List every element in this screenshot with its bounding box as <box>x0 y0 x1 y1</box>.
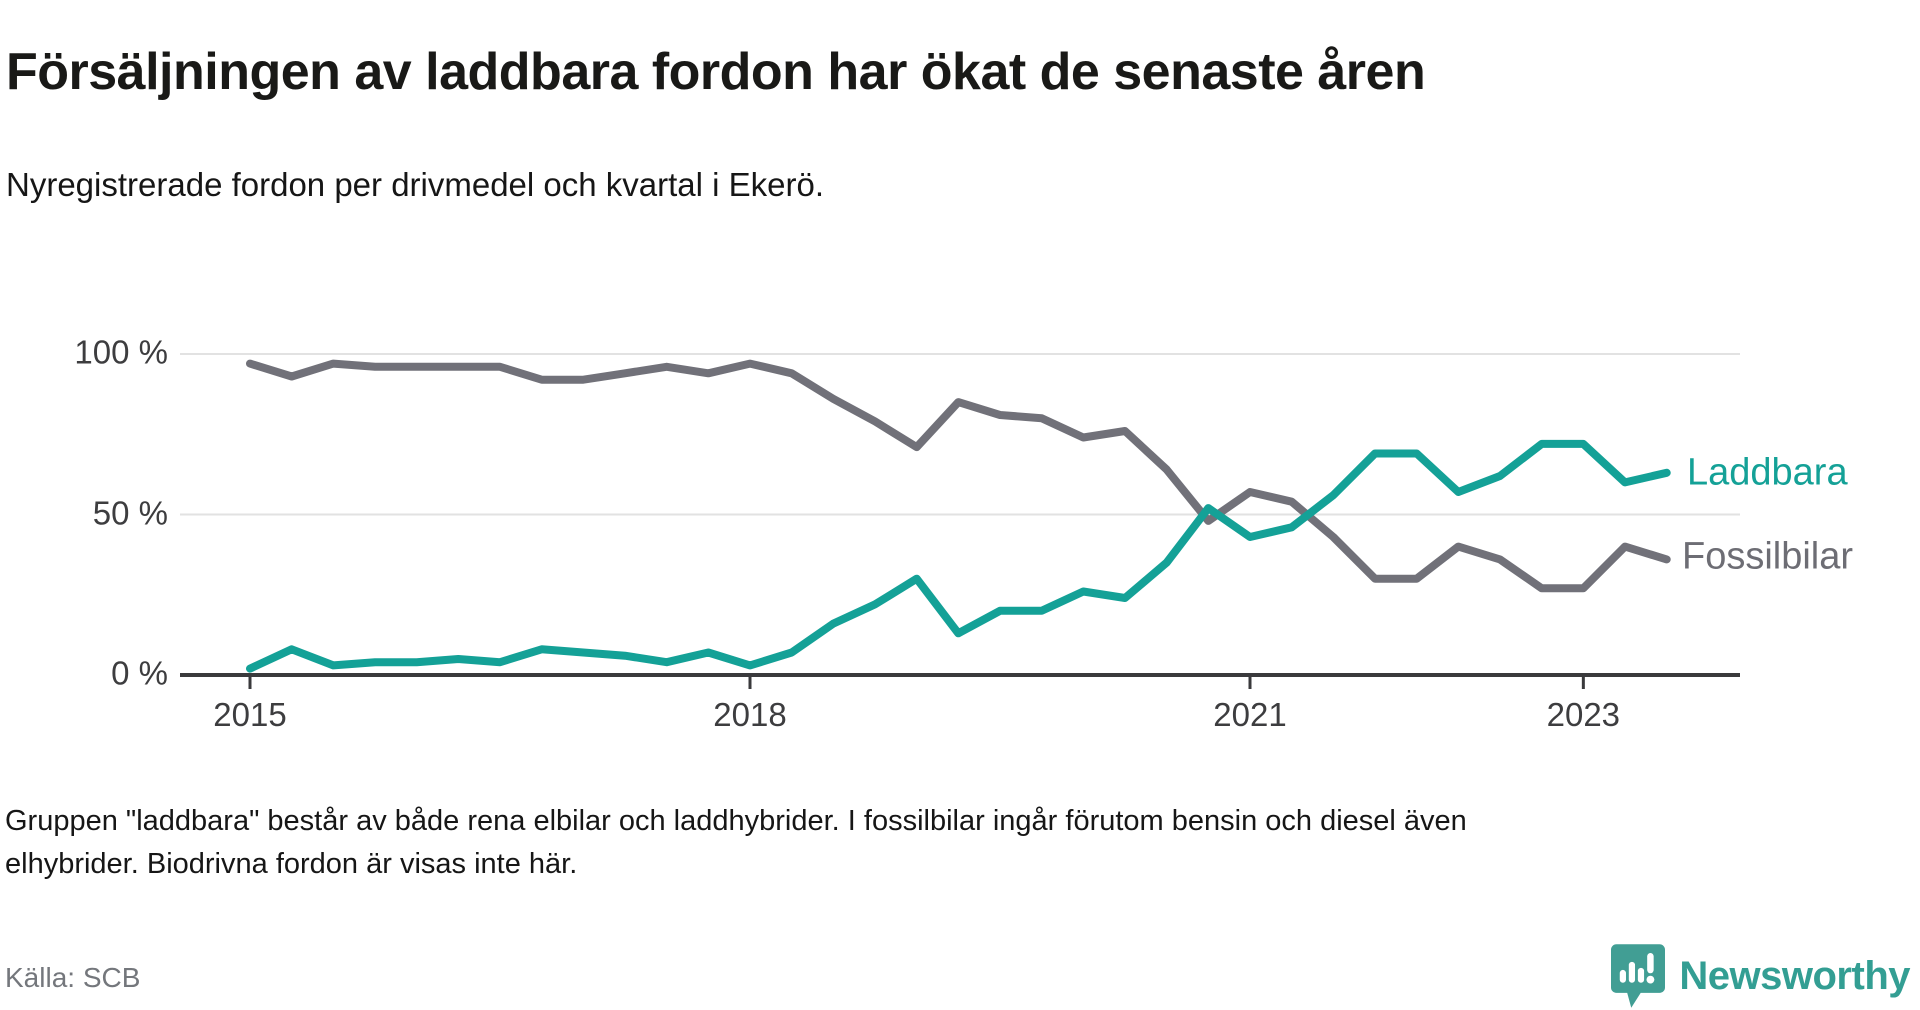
x-tick-label: 2015 <box>213 696 287 733</box>
chart-footnote: Gruppen "laddbara" består av både rena e… <box>5 800 1905 886</box>
footnote-line-1: Gruppen "laddbara" består av både rena e… <box>5 805 1467 837</box>
series-laddbara-line <box>246 439 1671 673</box>
newsworthy-logo-icon <box>1611 944 1666 1008</box>
legend-fossilbilar: Fossilbilar <box>1682 535 1854 578</box>
source-credit: Källa: SCB <box>5 962 141 993</box>
brand-name: Newsworthy <box>1679 953 1910 998</box>
x-tick-label: 2023 <box>1546 696 1621 733</box>
y-tick-label: 50 % <box>92 493 168 531</box>
x-tick-label: 2018 <box>713 696 787 733</box>
gridlines <box>180 353 1740 677</box>
footnote-line-2: elhybrider. Biodrivna fordon är visas in… <box>5 848 578 880</box>
legend-laddbara: Laddbara <box>1687 451 1848 494</box>
x-tick-label: 2021 <box>1213 696 1287 733</box>
series-fossilbilar-line <box>246 359 1671 593</box>
page-title: Försäljningen av laddbara fordon har öka… <box>6 42 1426 101</box>
y-tick-label: 100 % <box>74 333 168 371</box>
chart-subtitle: Nyregistrerade fordon per drivmedel och … <box>6 166 825 203</box>
y-tick-label: 0 % <box>111 654 168 692</box>
newsworthy-brand: Newsworthy <box>1611 942 1910 1010</box>
x-axis-ticks <box>248 675 1585 689</box>
